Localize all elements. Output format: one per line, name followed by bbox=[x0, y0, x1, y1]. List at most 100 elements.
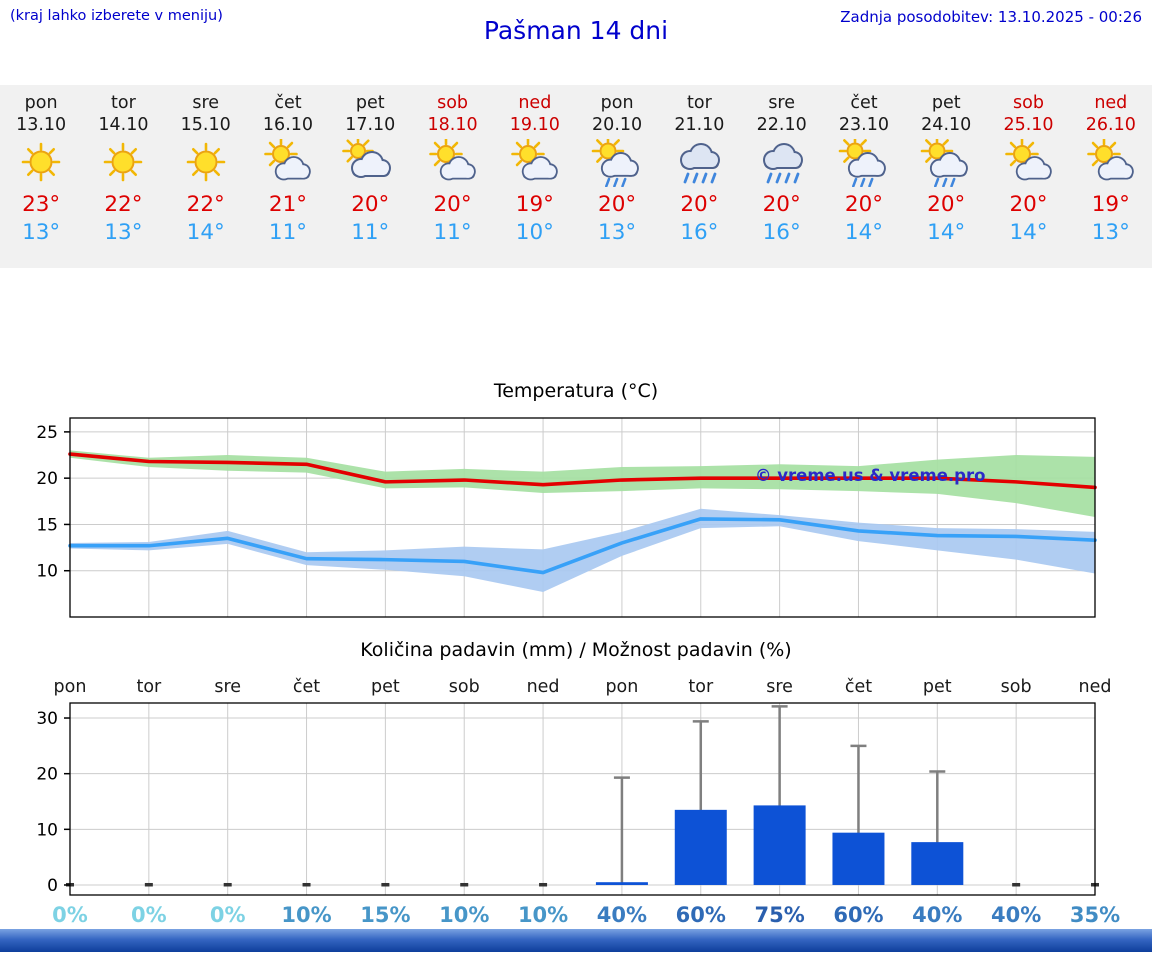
sun-cloud-icon bbox=[506, 137, 564, 187]
precip-probability: 0% bbox=[52, 903, 88, 927]
high-temp: 20° bbox=[762, 192, 801, 217]
low-temp: 14° bbox=[927, 220, 966, 245]
precip-probability: 40% bbox=[597, 903, 647, 927]
forecast-day-24.10[interactable]: pet 24.10 20° 14° bbox=[905, 85, 987, 268]
low-temp: 16° bbox=[762, 220, 801, 245]
sun-cloud-icon bbox=[424, 137, 482, 187]
high-temp: 23° bbox=[22, 192, 61, 217]
temp-ytick-15: 15 bbox=[36, 515, 58, 535]
forecast-day-15.10[interactable]: sre 15.10 22° 14° bbox=[165, 85, 247, 268]
precip-day-label: čet bbox=[293, 677, 320, 697]
rain-sun-icon bbox=[588, 134, 646, 188]
forecast-day-22.10[interactable]: sre 22.10 20° 16° bbox=[741, 85, 823, 268]
high-temp: 20° bbox=[680, 192, 719, 217]
day-name: pet bbox=[355, 93, 385, 113]
high-temp: 22° bbox=[104, 192, 143, 217]
forecast-day-19.10[interactable]: ned 19.10 19° 10° bbox=[494, 85, 576, 268]
precip-bar-pet bbox=[911, 842, 964, 885]
high-temp: 19° bbox=[1091, 192, 1130, 217]
day-date: 21.10 bbox=[674, 115, 725, 135]
day-name: sob bbox=[437, 93, 469, 113]
precipitation-chart: 0 10 20 30 pon tor sre čet pet sob ned pon tor sre čet… bbox=[36, 677, 1120, 927]
precip-bar-sre bbox=[753, 805, 806, 885]
day-name: ned bbox=[518, 93, 552, 113]
day-date: 15.10 bbox=[180, 115, 231, 135]
day-date: 24.10 bbox=[921, 115, 972, 135]
rain-sun-icon bbox=[917, 134, 975, 188]
sun-icon bbox=[12, 139, 70, 187]
day-name: sob bbox=[1013, 93, 1044, 113]
day-name: pon bbox=[600, 93, 634, 113]
sun-cloud-icon bbox=[259, 137, 317, 187]
low-temp: 13° bbox=[1091, 220, 1130, 245]
precip-probability: 0% bbox=[210, 903, 246, 927]
forecast-day-14.10[interactable]: tor 14.10 22° 13° bbox=[82, 85, 164, 268]
forecast-day-13.10[interactable]: pon 13.10 23° 13° bbox=[0, 85, 82, 268]
day-date: 19.10 bbox=[509, 115, 560, 135]
low-temp: 11° bbox=[351, 220, 390, 245]
precip-day-label: sre bbox=[766, 677, 793, 697]
day-name: pet bbox=[931, 93, 961, 113]
precip-probability: 10% bbox=[518, 903, 568, 927]
precip-day-label: ned bbox=[1079, 677, 1112, 697]
precip-bar-tor bbox=[674, 809, 727, 885]
temp-ytick-20: 20 bbox=[36, 469, 58, 489]
precip-day-label: ned bbox=[527, 677, 560, 697]
low-temp: 13° bbox=[598, 220, 637, 245]
day-name: sre bbox=[192, 93, 220, 113]
high-temp: 20° bbox=[598, 192, 637, 217]
high-temp: 20° bbox=[351, 192, 390, 217]
high-temp: 19° bbox=[515, 192, 554, 217]
rain-icon bbox=[670, 139, 728, 187]
day-date: 16.10 bbox=[262, 115, 314, 135]
forecast-day-25.10[interactable]: sob 25.10 20° 14° bbox=[987, 85, 1069, 268]
precip-probability: 10% bbox=[281, 903, 331, 927]
day-date: 20.10 bbox=[592, 115, 643, 135]
precip-probability: 40% bbox=[991, 903, 1041, 927]
precip-chart-title: Količina padavin (mm) / Možnost padavin … bbox=[360, 639, 792, 661]
forecast-day-21.10[interactable]: tor 21.10 20° 16° bbox=[658, 85, 740, 268]
forecast-day-20.10[interactable]: pon 20.10 20° 13° bbox=[576, 85, 658, 268]
precip-bar-pon bbox=[595, 882, 648, 885]
precip-probability: 75% bbox=[754, 903, 804, 927]
day-name: tor bbox=[687, 93, 712, 113]
forecast-day-26.10[interactable]: ned 26.10 19° 13° bbox=[1070, 85, 1152, 268]
day-name: ned bbox=[1094, 93, 1128, 113]
low-temp: 14° bbox=[1009, 220, 1048, 245]
precip-probability: 60% bbox=[676, 903, 726, 927]
cloud-sun-icon bbox=[341, 135, 399, 187]
day-date: 25.10 bbox=[1003, 115, 1054, 135]
forecast-day-23.10[interactable]: čet 23.10 20° 14° bbox=[823, 85, 905, 268]
rain-icon bbox=[753, 139, 811, 187]
precip-probability: 0% bbox=[131, 903, 167, 927]
day-date: 22.10 bbox=[756, 115, 807, 135]
precip-ytick-30: 30 bbox=[36, 709, 58, 729]
precip-day-label: pet bbox=[371, 677, 400, 697]
day-date: 18.10 bbox=[427, 115, 478, 135]
low-temp: 13° bbox=[104, 220, 143, 245]
precip-bar-čet bbox=[832, 832, 885, 885]
low-temp: 16° bbox=[680, 220, 719, 245]
high-temp: 20° bbox=[1009, 192, 1048, 217]
watermark: © vreme.us & vreme.pro bbox=[755, 466, 985, 485]
min-temp-line bbox=[68, 517, 1097, 575]
day-date: 23.10 bbox=[838, 115, 889, 135]
forecast-day-18.10[interactable]: sob 18.10 20° 11° bbox=[411, 85, 493, 268]
temperature-chart-title: Temperatura (°C) bbox=[493, 380, 659, 402]
low-temp: 13° bbox=[22, 220, 61, 245]
day-name: sre bbox=[768, 93, 796, 113]
low-temp: 10° bbox=[515, 220, 554, 245]
day-date: 17.10 bbox=[345, 115, 396, 135]
forecast-day-17.10[interactable]: pet 17.10 20° 11° bbox=[329, 85, 411, 268]
precip-probability: 10% bbox=[439, 903, 489, 927]
forecast-strip: pon 13.10 23° 13° tor 14.10 22° 13° sre 15.10 22° 1… bbox=[0, 85, 1152, 268]
forecast-day-16.10[interactable]: čet 16.10 21° 11° bbox=[247, 85, 329, 268]
precip-ytick-10: 10 bbox=[36, 820, 58, 840]
precip-day-label: tor bbox=[136, 677, 162, 697]
low-temp: 14° bbox=[844, 220, 883, 245]
precip-ytick-0: 0 bbox=[47, 876, 58, 896]
temp-ytick-25: 25 bbox=[36, 423, 58, 443]
precip-day-label: sob bbox=[449, 677, 480, 697]
menu-hint-link[interactable]: (kraj lahko izberete v meniju) bbox=[10, 8, 223, 24]
